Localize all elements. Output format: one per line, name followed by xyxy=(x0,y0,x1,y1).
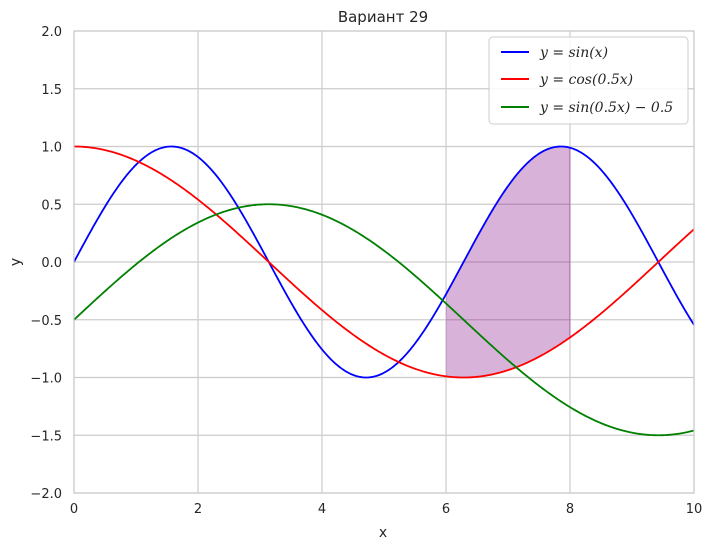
series-line xyxy=(73,203,695,437)
legend: y = sin(x) y = cos(0.5x) y = sin(0.5x) −… xyxy=(488,36,689,125)
y-tick-label: −2.0 xyxy=(30,487,62,502)
y-tick-label: 0.5 xyxy=(41,198,62,213)
x-tick-label: 10 xyxy=(686,502,703,517)
legend-label-sin-shift: y = sin(0.5x) − 0.5 xyxy=(539,100,673,116)
fill-region-layer xyxy=(446,146,571,378)
y-tick-label: −1.0 xyxy=(30,372,62,387)
legend-box xyxy=(488,36,689,125)
y-tick-label: 0.0 xyxy=(41,256,62,271)
series-line xyxy=(73,145,695,379)
y-tick-labels: −2.0 −1.5 −1.0 −0.5 0.0 0.5 1.0 1.5 2.0 xyxy=(30,25,62,502)
x-tick-label: 2 xyxy=(194,502,202,517)
x-tick-label: 4 xyxy=(318,502,326,517)
y-tick-label: −0.5 xyxy=(30,314,62,329)
series-layer xyxy=(73,145,695,437)
x-axis-label: x xyxy=(379,525,387,541)
y-tick-label: 1.0 xyxy=(41,141,62,156)
x-tick-label: 6 xyxy=(442,502,450,517)
y-axis-label: y xyxy=(8,258,24,266)
y-tick-label: 1.5 xyxy=(41,83,62,98)
plot-frame xyxy=(73,30,695,494)
x-tick-label: 0 xyxy=(70,502,78,517)
x-tick-label: 8 xyxy=(566,502,574,517)
fill-region xyxy=(446,146,570,378)
y-tick-label: −1.5 xyxy=(30,429,62,444)
legend-label-sin: y = sin(x) xyxy=(539,45,608,61)
chart-title: Вариант 29 xyxy=(338,8,428,26)
y-tick-label: 2.0 xyxy=(41,25,62,40)
series-line xyxy=(73,145,695,379)
x-tick-labels: 0 2 4 6 8 10 xyxy=(70,502,702,517)
legend-label-cos: y = cos(0.5x) xyxy=(539,72,633,88)
